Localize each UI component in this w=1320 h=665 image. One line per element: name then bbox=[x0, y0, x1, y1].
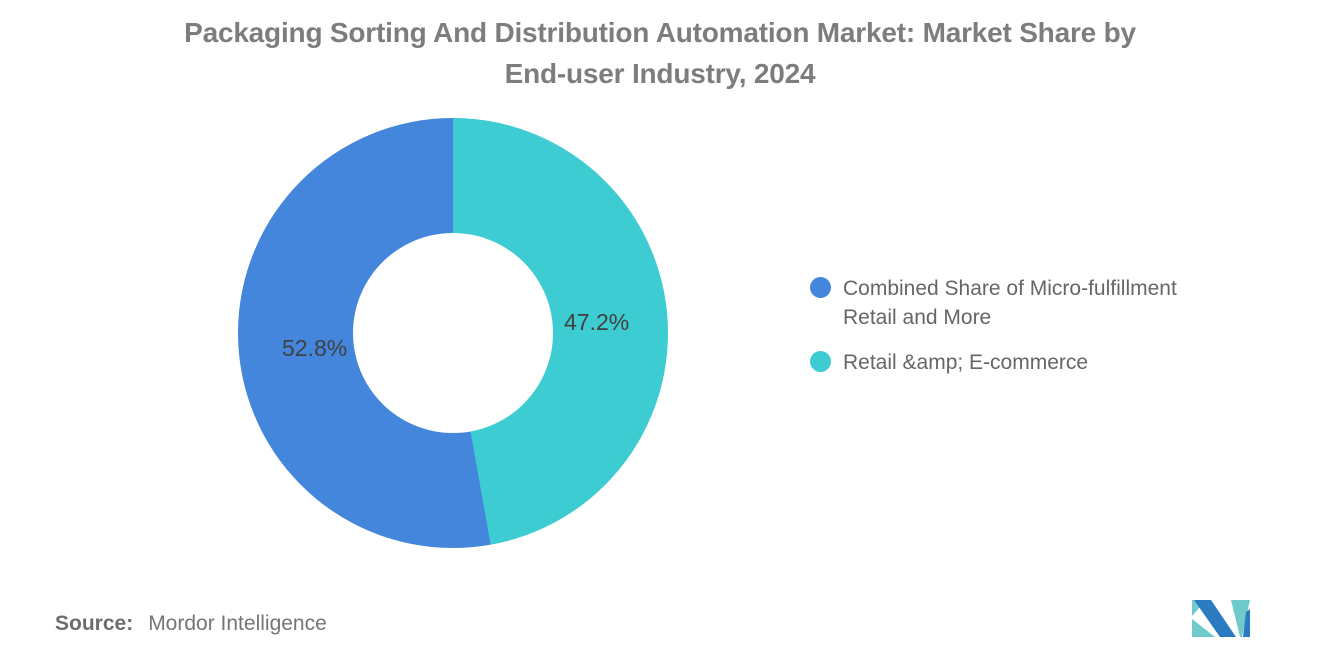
logo-shape bbox=[1192, 619, 1215, 637]
chart-title-line2: End-user Industry, 2024 bbox=[504, 58, 816, 89]
legend-item-retail-ecommerce: Retail &amp; E-commerce bbox=[810, 348, 1230, 377]
source-prefix: Source: bbox=[55, 612, 134, 635]
logo-shape bbox=[1243, 609, 1250, 637]
source-text: Mordor Intelligence bbox=[148, 612, 327, 635]
slice-label-micro-fulfillment: 52.8% bbox=[282, 335, 348, 361]
legend-dot-blue bbox=[810, 277, 831, 298]
slice-label-retail-ecommerce: 47.2% bbox=[564, 309, 630, 335]
mordor-intelligence-logo bbox=[1192, 600, 1250, 637]
donut-chart: 52.8% 47.2% bbox=[238, 118, 668, 548]
legend-label: Retail &amp; E-commerce bbox=[843, 351, 1089, 374]
chart-title: Packaging Sorting And Distribution Autom… bbox=[0, 12, 1320, 94]
legend-item-micro-fulfillment: Combined Share of Micro-fulfillment Reta… bbox=[810, 274, 1230, 332]
logo-shape bbox=[1231, 600, 1250, 637]
source-line: Source: Mordor Intelligence bbox=[55, 612, 327, 636]
legend: Combined Share of Micro-fulfillment Reta… bbox=[810, 274, 1230, 393]
chart-title-line1: Packaging Sorting And Distribution Autom… bbox=[184, 17, 1136, 48]
legend-dot-teal bbox=[810, 351, 831, 372]
donut-hole bbox=[353, 233, 553, 433]
legend-label: Combined Share of Micro-fulfillment Reta… bbox=[843, 277, 1177, 329]
logo-shape bbox=[1194, 600, 1236, 637]
